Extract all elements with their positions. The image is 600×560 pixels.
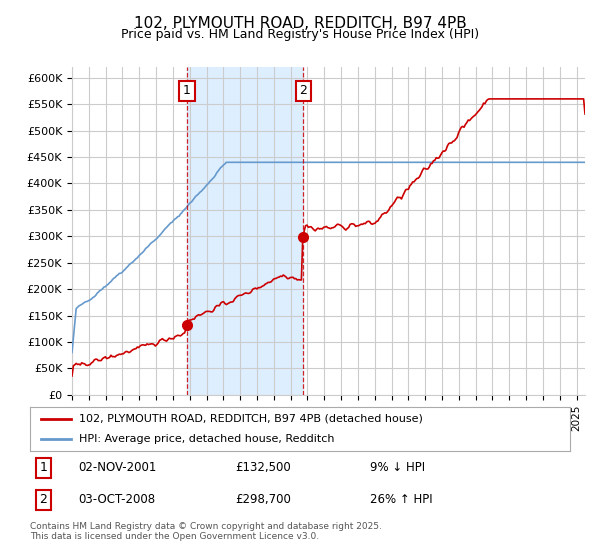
Text: £132,500: £132,500 [235, 461, 291, 474]
Text: 1: 1 [183, 85, 191, 97]
Text: Price paid vs. HM Land Registry's House Price Index (HPI): Price paid vs. HM Land Registry's House … [121, 28, 479, 41]
Text: 102, PLYMOUTH ROAD, REDDITCH, B97 4PB: 102, PLYMOUTH ROAD, REDDITCH, B97 4PB [134, 16, 466, 31]
Text: 03-OCT-2008: 03-OCT-2008 [79, 493, 156, 506]
Text: 2: 2 [299, 85, 307, 97]
Text: 1: 1 [40, 461, 47, 474]
Text: 9% ↓ HPI: 9% ↓ HPI [370, 461, 425, 474]
Text: HPI: Average price, detached house, Redditch: HPI: Average price, detached house, Redd… [79, 434, 334, 444]
Bar [187, 67, 303, 395]
Text: 26% ↑ HPI: 26% ↑ HPI [370, 493, 433, 506]
Text: 02-NOV-2001: 02-NOV-2001 [79, 461, 157, 474]
Text: £298,700: £298,700 [235, 493, 291, 506]
Text: 102, PLYMOUTH ROAD, REDDITCH, B97 4PB (detached house): 102, PLYMOUTH ROAD, REDDITCH, B97 4PB (d… [79, 414, 422, 424]
Text: 2: 2 [40, 493, 47, 506]
Text: Contains HM Land Registry data © Crown copyright and database right 2025.
This d: Contains HM Land Registry data © Crown c… [30, 522, 382, 542]
